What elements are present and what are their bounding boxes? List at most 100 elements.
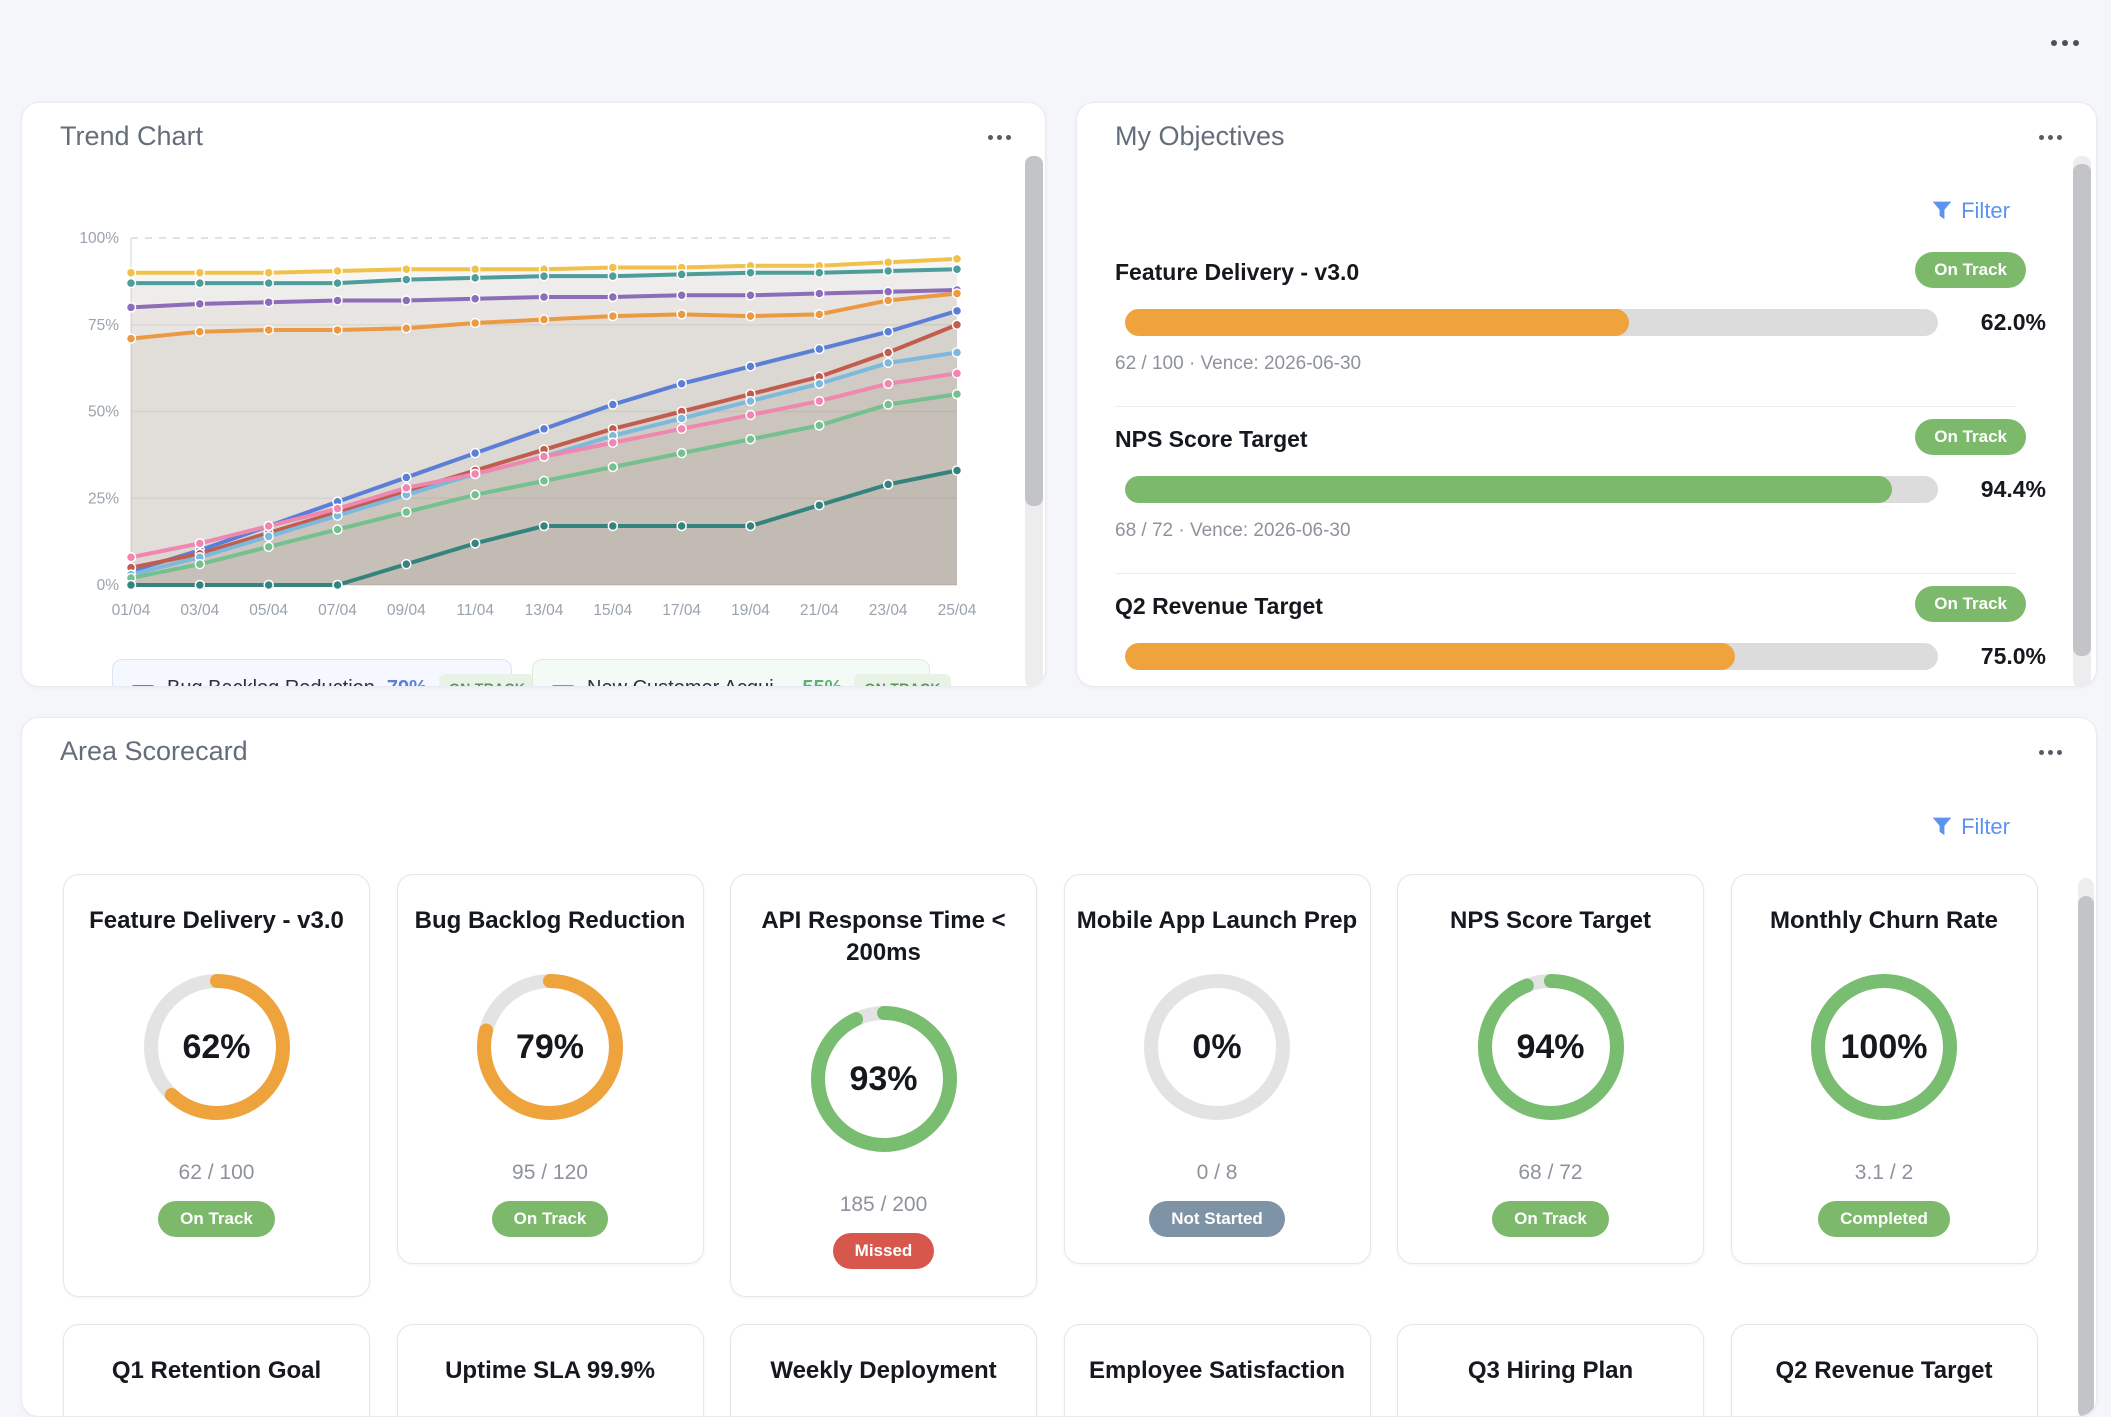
objectives-panel: My Objectives Filter Feature Delivery - …: [1076, 102, 2097, 687]
y-axis-tick-label: 100%: [79, 230, 119, 247]
trend-chart-scrollbar[interactable]: [1025, 156, 1043, 686]
objectives-menu-icon[interactable]: [2039, 135, 2062, 140]
card-title: Mobile App Launch Prep: [1076, 907, 1358, 934]
card-status-badge: On Track: [491, 1201, 609, 1237]
scorecard-card-partial[interactable]: Weekly Deployment: [730, 1324, 1037, 1416]
objectives-scrollbar[interactable]: [2073, 156, 2091, 686]
legend-status-badge: ON TRACK: [438, 674, 536, 686]
scorecard-card[interactable]: NPS Score Target 94% 68 / 72 On Track: [1397, 874, 1704, 1264]
card-title: Employee Satisfaction: [1088, 1357, 1346, 1384]
card-detail: 62 / 100: [178, 1161, 255, 1184]
objective-progress-fill: [1125, 476, 1893, 503]
progress-ring: 0%: [1137, 967, 1297, 1127]
area-scorecard-filter-button[interactable]: Filter: [1931, 814, 2010, 840]
row-divider: [1115, 573, 2016, 574]
area-scorecard-panel: Area Scorecard Filter Feature Delivery -…: [21, 717, 2097, 1417]
area-scorecard-filter-label: Filter: [1961, 814, 2010, 839]
objective-name: NPS Score Target: [1115, 426, 1308, 452]
scorecard-card[interactable]: API Response Time < 200ms 93% 185 / 200 Mis…: [730, 874, 1037, 1297]
trend-chart-panel: Trend Chart 100% 75% 50% 25% 0% 01/04 03/04 05/…: [21, 102, 1046, 687]
objective-name: Q2 Revenue Target: [1115, 593, 1323, 619]
page-menu-icon[interactable]: [2051, 40, 2079, 46]
card-title: Monthly Churn Rate: [1770, 907, 1998, 934]
ring-percent: 94%: [1516, 1027, 1585, 1066]
legend-series-label: New Customer Acqui...: [587, 677, 790, 687]
objective-progress-fill: [1125, 309, 1630, 336]
scorecard-card[interactable]: Mobile App Launch Prep 0% 0 / 8 Not Started: [1063, 874, 1371, 1264]
card-detail: 95 / 120: [512, 1161, 588, 1184]
y-axis-tick-label: 75%: [88, 317, 119, 334]
objective-status-badge: On Track: [1915, 419, 2026, 455]
card-title: Feature Delivery - v3.0: [89, 907, 344, 934]
objective-percent: 62.0%: [1980, 309, 2046, 335]
card-title: NPS Score Target: [1450, 907, 1651, 934]
x-axis-tick-label: 19/04: [731, 602, 770, 619]
scorecard-card[interactable]: Feature Delivery - v3.0 62% 62 / 100 On Tra…: [63, 874, 370, 1297]
objective-status-badge: On Track: [1915, 252, 2026, 288]
objectives-title: My Objectives: [1115, 121, 1285, 151]
y-axis-tick-label: 25%: [88, 490, 119, 507]
objective-detail: 68 / 72 · Vence: 2026-06-30: [1115, 520, 1351, 541]
objective-row[interactable]: Feature Delivery - v3.0 On Track 62.0% 62 /…: [1115, 252, 2046, 374]
y-axis-tick-label: 50%: [88, 404, 119, 421]
card-status-badge: On Track: [1492, 1201, 1609, 1237]
card-title: API Response Time < 200ms: [761, 907, 1006, 966]
ring-percent: 100%: [1840, 1027, 1928, 1066]
y-axis-tick-label: 0%: [97, 577, 120, 594]
x-axis-tick-label: 11/04: [456, 602, 494, 619]
legend-series-label: Bug Backlog Reduction: [167, 677, 375, 687]
objective-name: Feature Delivery - v3.0: [1115, 259, 1360, 285]
x-axis-tick-label: 01/04: [112, 602, 151, 619]
area-scorecard-menu-icon[interactable]: [2039, 750, 2062, 755]
objective-progress-bar: [1125, 643, 1938, 670]
card-title: Q1 Retention Goal: [111, 1357, 322, 1384]
filter-funnel-icon: [1931, 200, 1953, 222]
ring-percent: 0%: [1192, 1027, 1242, 1066]
objective-row[interactable]: NPS Score Target On Track 94.4% 68 / 72 · V…: [1115, 419, 2046, 541]
card-title: Q2 Revenue Target: [1775, 1357, 1993, 1384]
legend-item[interactable]: Bug Backlog Reduction 79% ON TRACK: [112, 659, 536, 687]
legend-color-dash: [131, 685, 155, 686]
scorecard-card-partial[interactable]: Q1 Retention Goal: [63, 1324, 370, 1416]
scorecard-card[interactable]: Monthly Churn Rate 100% 3.1 / 2 Completed: [1730, 874, 2038, 1264]
card-title: Bug Backlog Reduction: [414, 907, 686, 934]
x-axis-tick-label: 25/04: [938, 602, 977, 619]
objective-percent: 75.0%: [1980, 643, 2046, 669]
scorecard-card[interactable]: Bug Backlog Reduction 79% 95 / 120 On Track: [396, 874, 704, 1264]
card-status-badge: Not Started: [1149, 1201, 1285, 1237]
row-divider: [1115, 406, 2016, 407]
objective-progress-fill: [1125, 643, 1735, 670]
objective-percent: 94.4%: [1980, 476, 2046, 502]
ring-percent: 79%: [515, 1027, 585, 1066]
scorecard-card-partial[interactable]: Uptime SLA 99.9%: [396, 1324, 704, 1416]
legend-color-dash: [551, 685, 575, 686]
x-axis-tick-label: 07/04: [318, 602, 357, 619]
card-status-badge: Completed: [1818, 1201, 1950, 1237]
x-axis-tick-label: 09/04: [387, 602, 426, 619]
area-scorecard-scrollbar[interactable]: [2078, 878, 2094, 1416]
trend-chart-menu-icon[interactable]: [988, 135, 1011, 140]
progress-ring: 94%: [1471, 967, 1631, 1127]
objectives-filter-label: Filter: [1961, 198, 2010, 223]
x-axis-tick-label: 05/04: [249, 602, 288, 619]
scorecard-card-partial[interactable]: Q3 Hiring Plan: [1397, 1324, 1704, 1416]
objective-detail: 62 / 100 · Vence: 2026-06-30: [1115, 353, 1362, 374]
legend-series-value: 79%: [387, 677, 427, 687]
scorecard-card-partial[interactable]: Q2 Revenue Target: [1730, 1324, 2038, 1416]
scorecard-card-partial[interactable]: Employee Satisfaction: [1063, 1324, 1371, 1416]
legend-item[interactable]: New Customer Acqui... 55% ON TRACK: [532, 659, 951, 687]
progress-ring: 100%: [1804, 967, 1964, 1127]
card-status-badge: On Track: [158, 1201, 275, 1237]
card-detail: 0 / 8: [1196, 1161, 1238, 1184]
ring-percent: 93%: [849, 1059, 918, 1098]
card-status-badge: Missed: [832, 1233, 935, 1269]
x-axis-tick-label: 15/04: [593, 602, 632, 619]
objectives-filter-button[interactable]: Filter: [1931, 198, 2010, 224]
card-title: Uptime SLA 99.9%: [445, 1357, 655, 1384]
card-detail: 68 / 72: [1518, 1161, 1583, 1184]
x-axis-tick-label: 13/04: [525, 602, 564, 619]
x-axis-tick-label: 21/04: [800, 602, 839, 619]
card-detail: 3.1 / 2: [1854, 1161, 1914, 1184]
card-title: Weekly Deployment: [770, 1357, 997, 1384]
